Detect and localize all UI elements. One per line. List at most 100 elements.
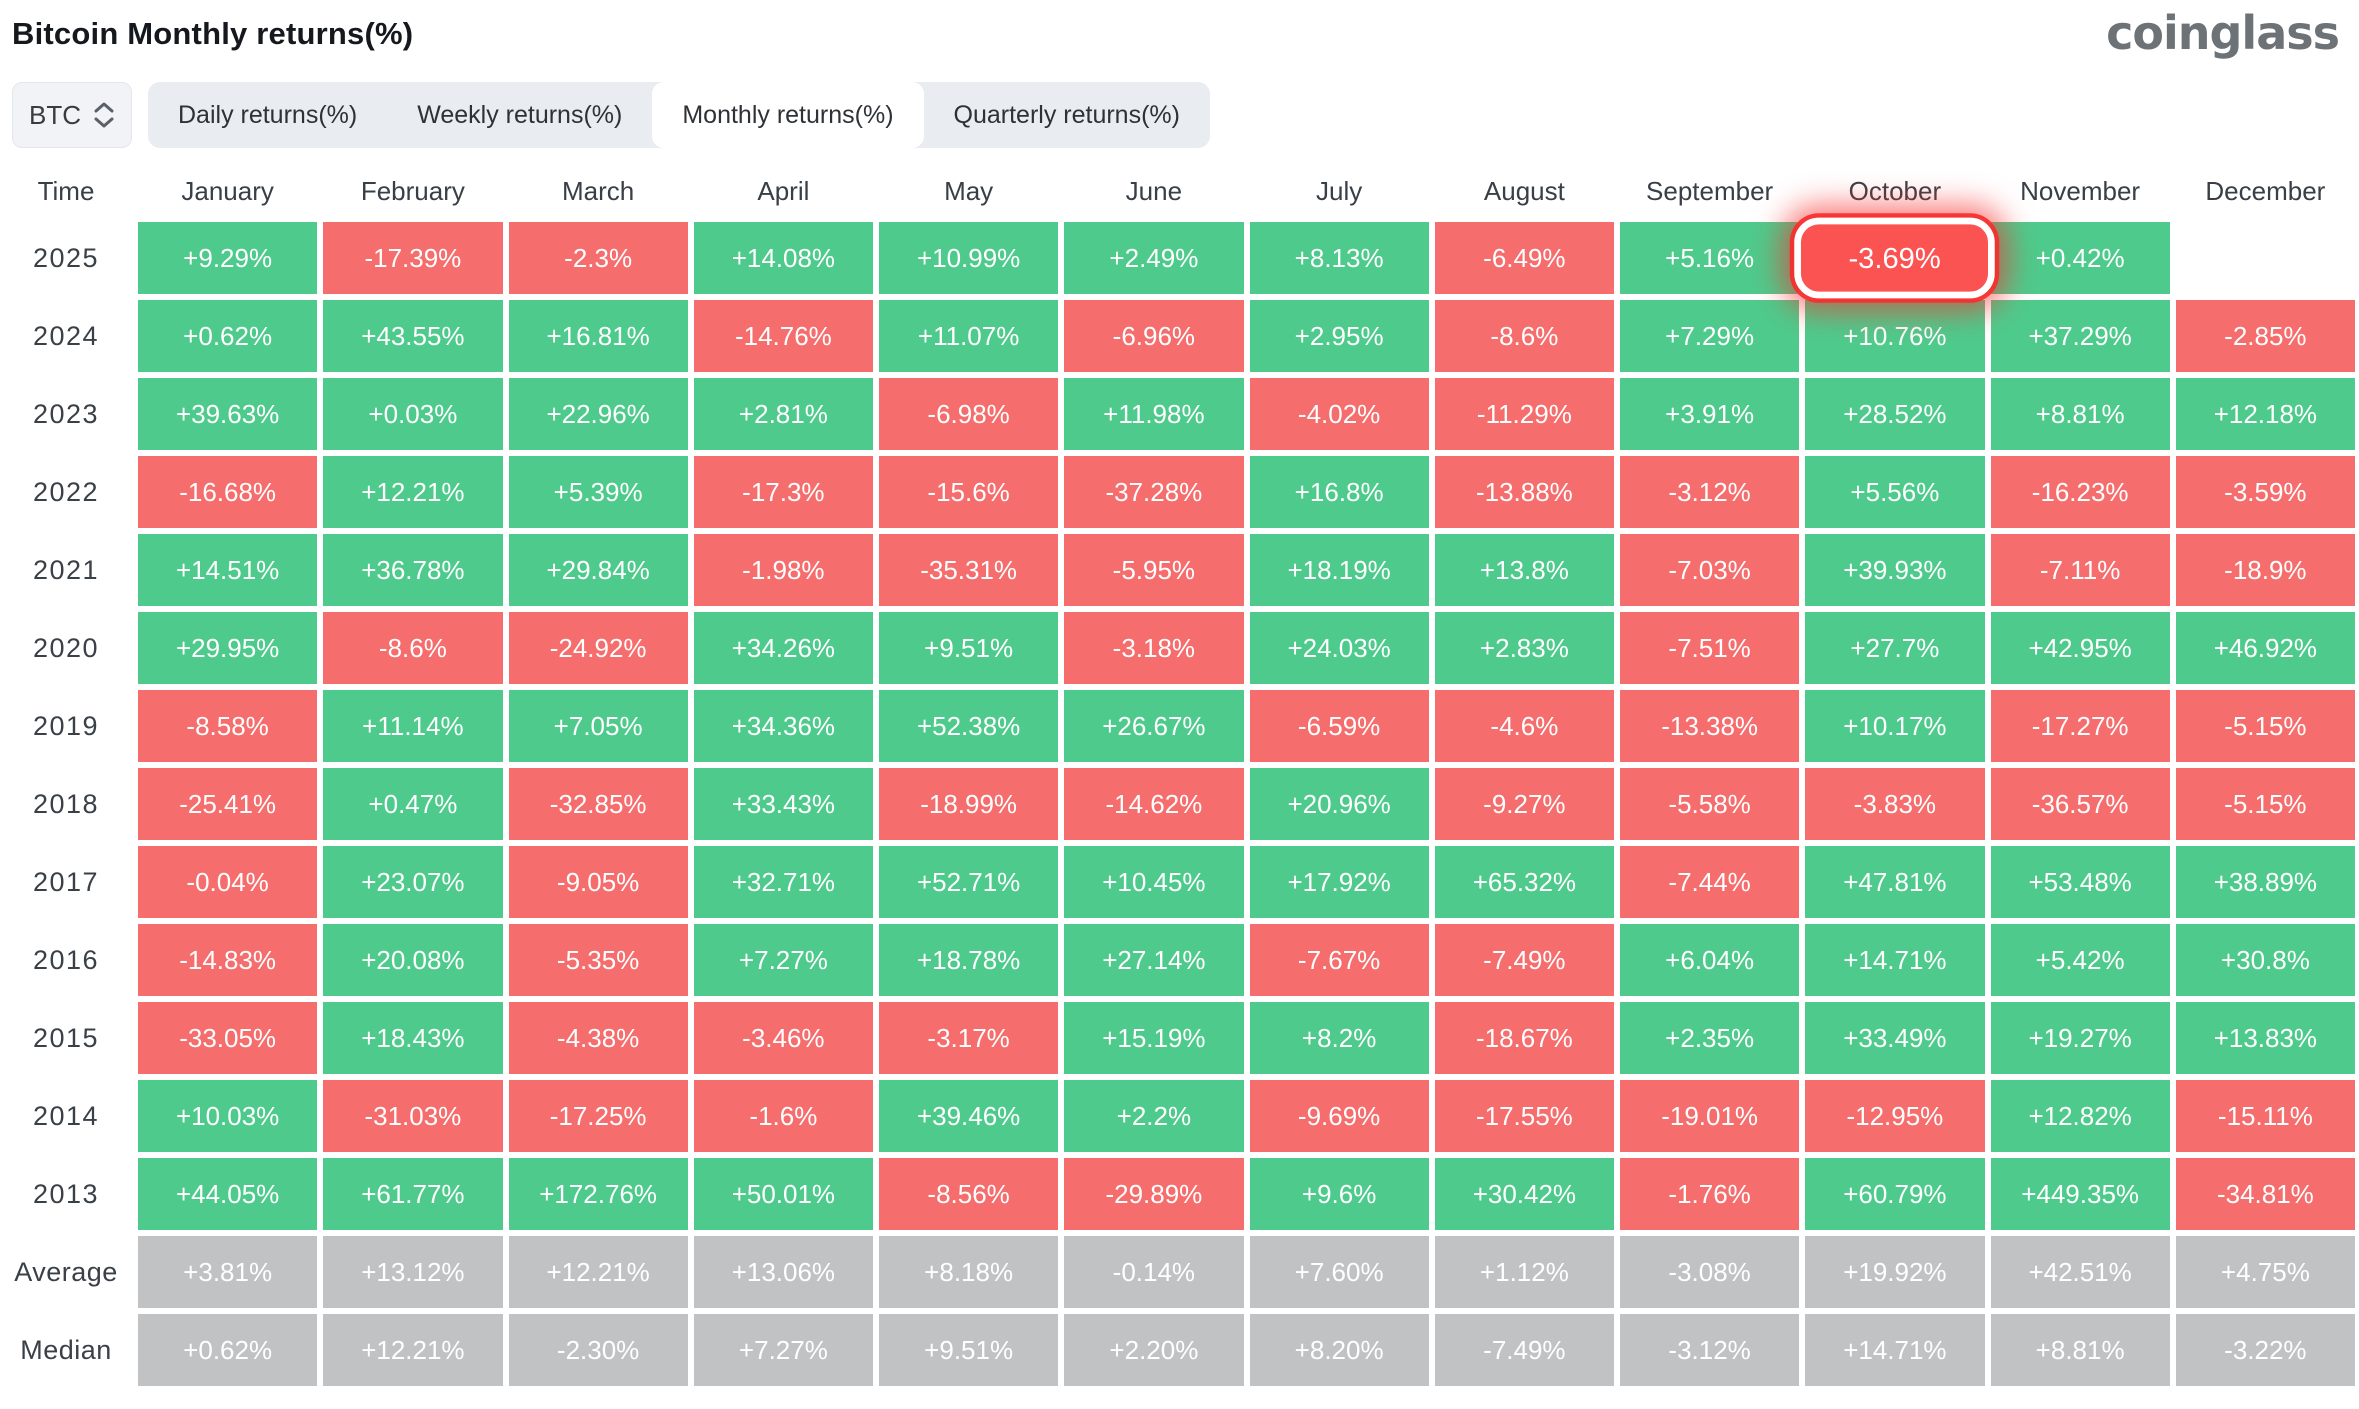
cell-2025-october[interactable]: -3.69% [1794,217,1996,299]
cell-2021-april[interactable]: -1.98% [693,534,873,606]
cell-2021-june[interactable]: -5.95% [1064,534,1244,606]
cell-2015-april[interactable]: -3.46% [693,1002,873,1074]
cell-2022-april[interactable]: -17.3% [693,456,873,528]
cell-2021-july[interactable]: +18.19% [1249,534,1429,606]
cell-2014-march[interactable]: -17.25% [508,1080,688,1152]
cell-2023-february[interactable]: +0.03% [323,378,503,450]
cell-2023-december[interactable]: +12.18% [2175,378,2355,450]
cell-2015-october[interactable]: +33.49% [1805,1002,1985,1074]
cell-2015-february[interactable]: +18.43% [323,1002,503,1074]
cell-2017-august[interactable]: +65.32% [1434,846,1614,918]
cell-2024-june[interactable]: -6.96% [1064,300,1244,372]
cell-2019-july[interactable]: -6.59% [1249,690,1429,762]
cell-2017-september[interactable]: -7.44% [1620,846,1800,918]
cell-2021-may[interactable]: -35.31% [879,534,1059,606]
cell-2014-january[interactable]: +10.03% [138,1080,318,1152]
cell-average-february[interactable]: +13.12% [323,1236,503,1308]
cell-2019-may[interactable]: +52.38% [879,690,1059,762]
cell-2024-february[interactable]: +43.55% [323,300,503,372]
cell-2024-november[interactable]: +37.29% [1990,300,2170,372]
cell-2024-march[interactable]: +16.81% [508,300,688,372]
cell-2021-december[interactable]: -18.9% [2175,534,2355,606]
cell-2020-november[interactable]: +42.95% [1990,612,2170,684]
cell-median-september[interactable]: -3.12% [1620,1314,1800,1386]
cell-2020-june[interactable]: -3.18% [1064,612,1244,684]
cell-2019-august[interactable]: -4.6% [1434,690,1614,762]
cell-2022-october[interactable]: +5.56% [1805,456,1985,528]
cell-2017-november[interactable]: +53.48% [1990,846,2170,918]
tab-quarterly-returns[interactable]: Quarterly returns(%) [953,100,1180,129]
cell-2021-november[interactable]: -7.11% [1990,534,2170,606]
cell-2015-january[interactable]: -33.05% [138,1002,318,1074]
cell-2025-june[interactable]: +2.49% [1064,222,1244,294]
cell-2024-may[interactable]: +11.07% [879,300,1059,372]
cell-median-december[interactable]: -3.22% [2175,1314,2355,1386]
cell-2013-august[interactable]: +30.42% [1434,1158,1614,1230]
cell-2017-march[interactable]: -9.05% [508,846,688,918]
cell-2018-august[interactable]: -9.27% [1434,768,1614,840]
cell-2015-march[interactable]: -4.38% [508,1002,688,1074]
cell-2024-january[interactable]: +0.62% [138,300,318,372]
cell-average-october[interactable]: +19.92% [1805,1236,1985,1308]
cell-2024-april[interactable]: -14.76% [693,300,873,372]
cell-2016-june[interactable]: +27.14% [1064,924,1244,996]
cell-2013-september[interactable]: -1.76% [1620,1158,1800,1230]
cell-2019-february[interactable]: +11.14% [323,690,503,762]
tab-weekly-returns[interactable]: Weekly returns(%) [417,100,623,129]
cell-2020-february[interactable]: -8.6% [323,612,503,684]
cell-2015-may[interactable]: -3.17% [879,1002,1059,1074]
cell-2018-september[interactable]: -5.58% [1620,768,1800,840]
cell-2016-august[interactable]: -7.49% [1434,924,1614,996]
cell-2020-october[interactable]: +27.7% [1805,612,1985,684]
cell-2014-november[interactable]: +12.82% [1990,1080,2170,1152]
cell-2015-november[interactable]: +19.27% [1990,1002,2170,1074]
cell-average-june[interactable]: -0.14% [1064,1236,1244,1308]
cell-2013-november[interactable]: +449.35% [1990,1158,2170,1230]
cell-2019-april[interactable]: +34.36% [693,690,873,762]
cell-2018-december[interactable]: -5.15% [2175,768,2355,840]
cell-2020-september[interactable]: -7.51% [1620,612,1800,684]
cell-2019-september[interactable]: -13.38% [1620,690,1800,762]
cell-2022-august[interactable]: -13.88% [1434,456,1614,528]
cell-median-july[interactable]: +8.20% [1249,1314,1429,1386]
cell-2014-august[interactable]: -17.55% [1434,1080,1614,1152]
cell-2016-december[interactable]: +30.8% [2175,924,2355,996]
cell-2016-january[interactable]: -14.83% [138,924,318,996]
tab-daily-returns[interactable]: Daily returns(%) [178,100,358,129]
cell-2018-march[interactable]: -32.85% [508,768,688,840]
cell-2014-july[interactable]: -9.69% [1249,1080,1429,1152]
cell-median-august[interactable]: -7.49% [1434,1314,1614,1386]
cell-2019-june[interactable]: +26.67% [1064,690,1244,762]
cell-2023-september[interactable]: +3.91% [1620,378,1800,450]
cell-2019-december[interactable]: -5.15% [2175,690,2355,762]
cell-2013-february[interactable]: +61.77% [323,1158,503,1230]
cell-2017-may[interactable]: +52.71% [879,846,1059,918]
cell-2023-march[interactable]: +22.96% [508,378,688,450]
cell-2022-june[interactable]: -37.28% [1064,456,1244,528]
cell-2023-october[interactable]: +28.52% [1805,378,1985,450]
cell-2014-may[interactable]: +39.46% [879,1080,1059,1152]
cell-average-january[interactable]: +3.81% [138,1236,318,1308]
cell-2019-october[interactable]: +10.17% [1805,690,1985,762]
cell-2020-april[interactable]: +34.26% [693,612,873,684]
cell-2015-december[interactable]: +13.83% [2175,1002,2355,1074]
cell-average-august[interactable]: +1.12% [1434,1236,1614,1308]
cell-2017-june[interactable]: +10.45% [1064,846,1244,918]
cell-2021-january[interactable]: +14.51% [138,534,318,606]
cell-2016-september[interactable]: +6.04% [1620,924,1800,996]
cell-average-may[interactable]: +8.18% [879,1236,1059,1308]
cell-2022-january[interactable]: -16.68% [138,456,318,528]
cell-2025-april[interactable]: +14.08% [693,222,873,294]
cell-2023-august[interactable]: -11.29% [1434,378,1614,450]
cell-2021-october[interactable]: +39.93% [1805,534,1985,606]
cell-median-june[interactable]: +2.20% [1064,1314,1244,1386]
cell-2014-september[interactable]: -19.01% [1620,1080,1800,1152]
cell-median-november[interactable]: +8.81% [1990,1314,2170,1386]
cell-2017-january[interactable]: -0.04% [138,846,318,918]
cell-2023-may[interactable]: -6.98% [879,378,1059,450]
cell-2024-july[interactable]: +2.95% [1249,300,1429,372]
cell-2022-february[interactable]: +12.21% [323,456,503,528]
cell-2020-january[interactable]: +29.95% [138,612,318,684]
cell-2021-march[interactable]: +29.84% [508,534,688,606]
cell-2013-june[interactable]: -29.89% [1064,1158,1244,1230]
